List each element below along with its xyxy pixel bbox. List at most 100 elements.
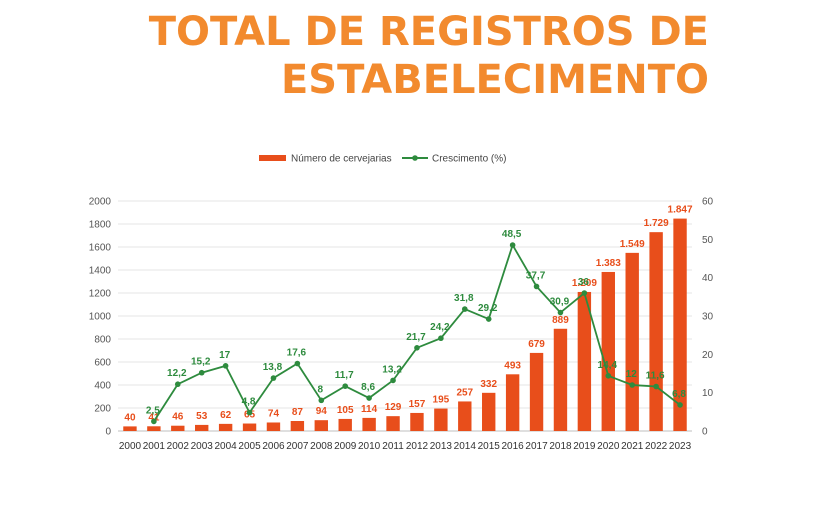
- growth-point: [151, 418, 157, 425]
- growth-value-label: 36: [578, 277, 590, 288]
- bar-value-label: 40: [124, 412, 136, 423]
- y-right-tick-label: 30: [702, 312, 714, 323]
- growth-point: [605, 373, 612, 379]
- growth-value-label: 14,4: [598, 360, 618, 371]
- growth-value-label: 31,8: [454, 293, 474, 304]
- growth-value-label: 4,8: [242, 397, 256, 408]
- bar: [171, 425, 185, 431]
- x-tick-label: 2014: [454, 441, 477, 452]
- bar-value-label: 1.847: [668, 205, 693, 216]
- x-tick-label: 2001: [143, 441, 166, 452]
- bar: [577, 291, 592, 431]
- x-tick-label: 2022: [645, 441, 668, 452]
- growth-point: [557, 309, 564, 316]
- x-tick-label: 2021: [621, 441, 644, 452]
- y-right-tick-label: 10: [702, 388, 714, 399]
- growth-point: [461, 306, 468, 312]
- y-right-tick-label: 40: [702, 273, 714, 284]
- growth-point: [318, 397, 325, 404]
- growth-value-label: 17: [219, 350, 231, 361]
- growth-point: [294, 360, 301, 367]
- x-tick-label: 2011: [382, 441, 404, 452]
- bar: [290, 420, 305, 431]
- legend-bar-swatch: [259, 155, 286, 161]
- y-left-tick-label: 400: [94, 381, 111, 392]
- y-left-tick-label: 800: [94, 335, 111, 346]
- growth-point: [342, 383, 349, 389]
- bar-value-label: 105: [337, 405, 354, 416]
- x-tick-label: 2012: [406, 441, 429, 452]
- growth-value-label: 15,2: [191, 357, 211, 368]
- growth-value-label: 2,5: [146, 405, 160, 416]
- bar: [242, 423, 257, 431]
- bar: [673, 218, 687, 431]
- growth-value-label: 8: [318, 384, 324, 395]
- bar-value-label: 46: [172, 412, 184, 423]
- bar: [386, 416, 400, 431]
- bar-value-label: 114: [361, 404, 378, 415]
- growth-point: [438, 335, 444, 342]
- x-tick-label: 2007: [286, 441, 309, 452]
- bar: [505, 374, 520, 431]
- x-tick-label: 2015: [478, 441, 501, 452]
- bar-value-label: 41: [148, 412, 160, 423]
- bar-value-label: 1.729: [644, 218, 669, 229]
- bar: [362, 417, 376, 431]
- growth-point: [653, 383, 659, 390]
- x-tick-label: 2013: [430, 441, 453, 452]
- growth-value-label: 37,7: [526, 270, 546, 281]
- growth-point: [581, 290, 588, 296]
- growth-value-label: 12,2: [167, 368, 187, 379]
- bar-value-label: 1.549: [620, 239, 645, 250]
- x-tick-label: 2019: [573, 441, 596, 452]
- growth-point: [414, 345, 420, 351]
- bar: [482, 392, 496, 431]
- y-right-tick-label: 0: [702, 427, 708, 438]
- bar: [601, 271, 615, 431]
- legend-bar-label: Número de cervejarias: [291, 154, 392, 165]
- bar-value-label: 53: [196, 411, 208, 422]
- growth-point: [485, 316, 492, 322]
- bar-value-label: 129: [385, 402, 402, 413]
- bar-value-label: 157: [409, 399, 426, 410]
- bar-value-label: 195: [433, 395, 450, 406]
- growth-point: [533, 283, 540, 290]
- bar: [529, 352, 544, 431]
- growth-value-label: 11,6: [646, 371, 665, 382]
- y-left-tick-label: 200: [94, 404, 111, 415]
- bar-value-label: 332: [480, 379, 497, 390]
- growth-value-label: 12: [626, 369, 638, 380]
- bar: [553, 328, 568, 431]
- x-tick-label: 2000: [119, 441, 142, 452]
- y-left-tick-label: 600: [94, 358, 111, 369]
- growth-value-label: 17,6: [287, 348, 307, 359]
- x-tick-label: 2009: [334, 441, 357, 452]
- bar-value-label: 257: [456, 387, 473, 398]
- bar-value-label: 889: [552, 315, 569, 326]
- bar: [338, 418, 352, 431]
- x-tick-label: 2018: [549, 441, 572, 452]
- growth-point: [174, 381, 181, 388]
- chart-title: TOTAL DE REGISTROS DE ESTABELECIMENTO: [149, 8, 709, 104]
- x-tick-label: 2020: [597, 441, 620, 452]
- growth-point: [246, 409, 253, 416]
- bar-value-label: 74: [268, 408, 280, 419]
- growth-value-label: 30,9: [550, 297, 570, 308]
- bar: [314, 420, 328, 431]
- title-line-2: ESTABELECIMENTO: [280, 57, 709, 103]
- x-tick-label: 2016: [502, 441, 525, 452]
- bar: [625, 252, 639, 431]
- growth-point: [390, 377, 396, 384]
- growth-point: [366, 395, 372, 401]
- growth-value-label: 13,8: [263, 362, 283, 373]
- bar: [123, 426, 137, 431]
- legend-line-label: Crescimento (%): [432, 154, 506, 165]
- bar: [649, 232, 663, 431]
- y-left-tick-label: 1600: [89, 243, 112, 254]
- growth-value-label: 11,7: [335, 370, 354, 381]
- y-left-tick-label: 1200: [89, 289, 112, 300]
- bar: [266, 422, 281, 431]
- growth-value-label: 48,5: [502, 229, 522, 240]
- y-right-tick-label: 60: [702, 197, 714, 208]
